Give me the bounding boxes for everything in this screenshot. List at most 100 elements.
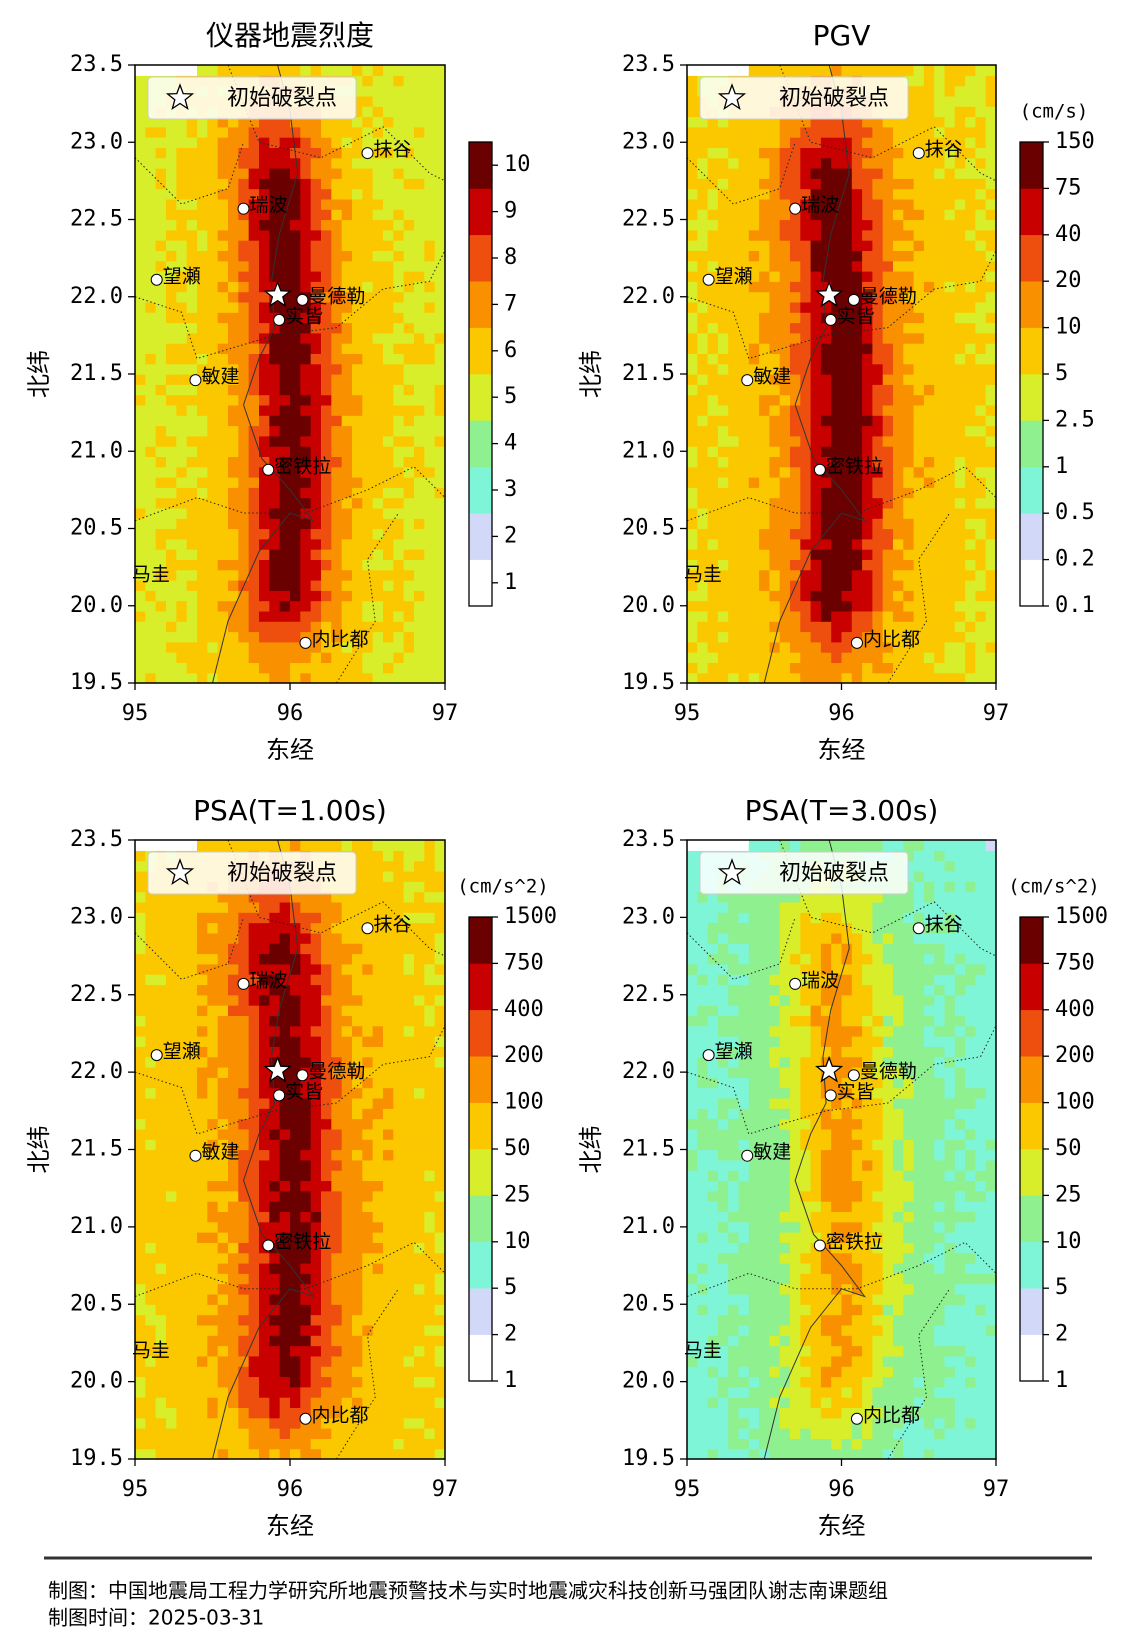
field-cell (259, 840, 270, 851)
field-cell (383, 539, 394, 550)
city-marker (913, 148, 924, 159)
field-cell (311, 1108, 322, 1119)
field-cell (207, 1325, 218, 1336)
field-cell (342, 1346, 353, 1357)
field-cell (290, 405, 301, 416)
field-cell (166, 384, 177, 395)
field-cell (718, 590, 729, 601)
field-cell (135, 1449, 146, 1460)
field-cell (290, 539, 301, 550)
field-cell (280, 178, 291, 189)
field-cell (687, 477, 698, 488)
field-cell (383, 250, 394, 261)
field-cell (914, 220, 925, 231)
field-cell (197, 570, 208, 581)
field-cell (435, 199, 446, 210)
field-cell (300, 1026, 311, 1037)
field-cell (300, 652, 311, 663)
field-cell (955, 467, 966, 478)
field-cell (238, 995, 249, 1006)
field-cell (914, 343, 925, 354)
field-cell (811, 498, 822, 509)
field-cell (718, 446, 729, 457)
field-cell (821, 549, 832, 560)
field-cell (924, 96, 935, 107)
field-cell (790, 549, 801, 560)
field-cell (404, 508, 415, 519)
field-cell (187, 1315, 198, 1326)
field-cell (228, 1191, 239, 1202)
field-cell (842, 137, 853, 148)
field-cell (290, 1046, 301, 1057)
field-cell (424, 240, 435, 251)
field-cell (145, 1150, 156, 1161)
field-cell (424, 96, 435, 107)
field-cell (769, 456, 780, 467)
field-cell (790, 518, 801, 529)
field-cell (238, 632, 249, 643)
field-cell (842, 220, 853, 231)
field-cell (769, 353, 780, 364)
field-cell (280, 261, 291, 272)
field-cell (934, 117, 945, 128)
field-cell (197, 220, 208, 231)
colorbar-tick-label: 8 (504, 245, 517, 270)
field-cell (280, 477, 291, 488)
field-cell (821, 487, 832, 498)
field-cell (187, 632, 198, 643)
field-cell (176, 65, 187, 76)
field-cell (893, 529, 904, 540)
field-cell (321, 1036, 332, 1047)
field-cell (228, 1232, 239, 1243)
field-cell (852, 230, 863, 241)
field-cell (986, 106, 997, 117)
field-cell (207, 1067, 218, 1078)
field-cell (759, 333, 770, 344)
field-cell (728, 508, 739, 519)
field-cell (718, 199, 729, 210)
field-cell (934, 168, 945, 179)
field-cell (811, 147, 822, 158)
field-cell (176, 127, 187, 138)
field-cell (769, 312, 780, 323)
field-cell (207, 147, 218, 158)
field-cell (739, 673, 750, 684)
field-cell (945, 632, 956, 643)
field-cell (975, 446, 986, 457)
field-cell (342, 250, 353, 261)
field-cell (269, 1273, 280, 1284)
field-cell (780, 302, 791, 313)
field-cell (156, 1005, 167, 1016)
field-cell (197, 446, 208, 457)
field-cell (166, 621, 177, 632)
field-cell (290, 1346, 301, 1357)
field-cell (228, 1407, 239, 1418)
field-cell (352, 601, 363, 612)
field-cell (903, 559, 914, 570)
field-cell (975, 240, 986, 251)
field-cell (435, 539, 446, 550)
y-tick-label: 22.5 (622, 207, 675, 232)
field-cell (207, 590, 218, 601)
field-cell (187, 1387, 198, 1398)
field-cell (862, 147, 873, 158)
field-cell (739, 302, 750, 313)
field-cell (955, 302, 966, 313)
field-cell (207, 1222, 218, 1233)
field-cell (311, 580, 322, 591)
field-cell (986, 673, 997, 684)
field-cell (135, 230, 146, 241)
field-cell (280, 933, 291, 944)
field-cell (687, 611, 698, 622)
field-cell (945, 106, 956, 117)
field-cell (300, 261, 311, 272)
field-cell (790, 343, 801, 354)
field-cell (842, 601, 853, 612)
field-cell (934, 220, 945, 231)
field-cell (790, 570, 801, 581)
field-cell (424, 590, 435, 601)
field-cell (238, 65, 249, 76)
field-cell (331, 271, 342, 282)
field-cell (424, 395, 435, 406)
field-cell (934, 467, 945, 478)
